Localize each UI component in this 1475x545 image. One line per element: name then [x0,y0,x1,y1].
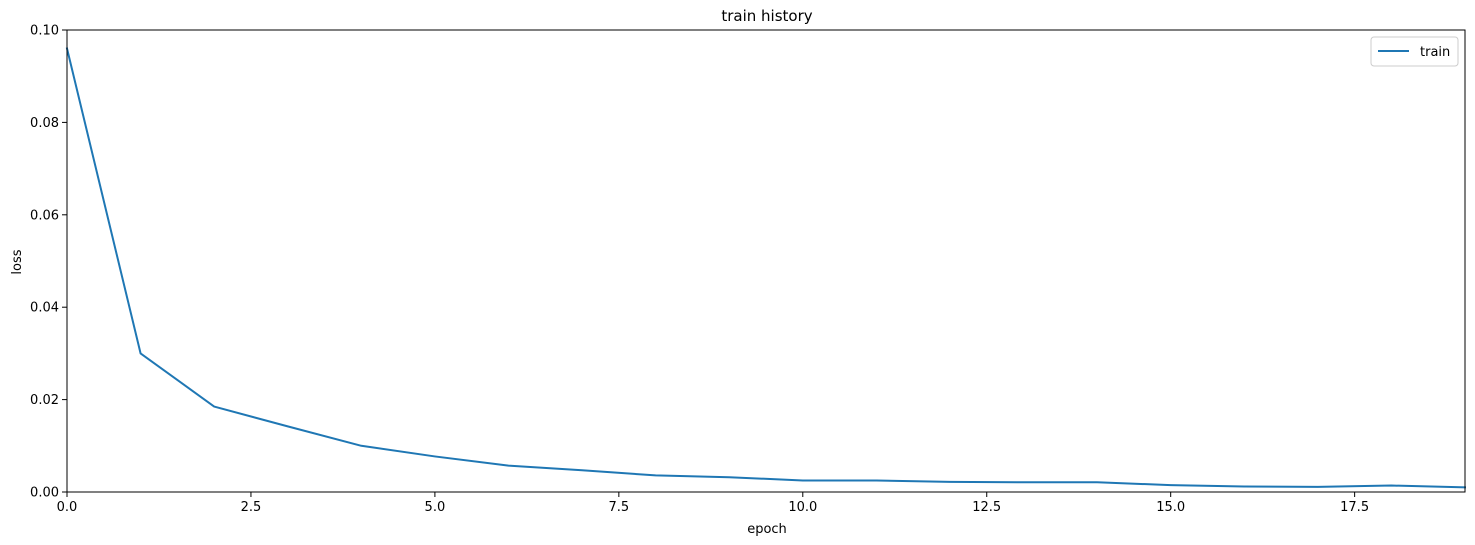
y-tick-label: 0.06 [30,208,59,223]
x-tick-label: 10.0 [788,500,817,515]
y-tick-label: 0.02 [30,393,59,408]
x-tick-label: 15.0 [1156,500,1185,515]
x-tick-label: 7.5 [608,500,629,515]
x-tick-label: 12.5 [972,500,1001,515]
x-axis-ticks: 0.0 2.5 5.0 7.5 10.0 12.5 15.0 17.5 [57,492,1369,515]
legend: train [1370,36,1459,67]
y-axis-label: loss [10,249,25,274]
x-tick-label: 17.5 [1340,500,1369,515]
legend-box [1370,36,1459,67]
y-tick-label: 0.10 [30,24,59,39]
plot-frame [66,29,1466,493]
chart-title: train history [721,7,812,25]
y-tick-label: 0.08 [30,116,59,131]
plot-area [67,30,1465,492]
x-axis-label: epoch [747,522,787,537]
x-tick-label: 0.0 [57,500,78,515]
series-layer [65,47,1467,489]
y-tick-label: 0.00 [30,486,59,501]
y-tick-label: 0.04 [30,301,59,316]
y-axis-ticks: 0.00 0.02 0.04 0.06 0.08 0.10 [30,24,67,501]
x-tick-label: 2.5 [241,500,262,515]
legend-label-train: train [1420,45,1450,60]
series-line-train [65,47,1467,489]
x-tick-label: 5.0 [425,500,446,515]
